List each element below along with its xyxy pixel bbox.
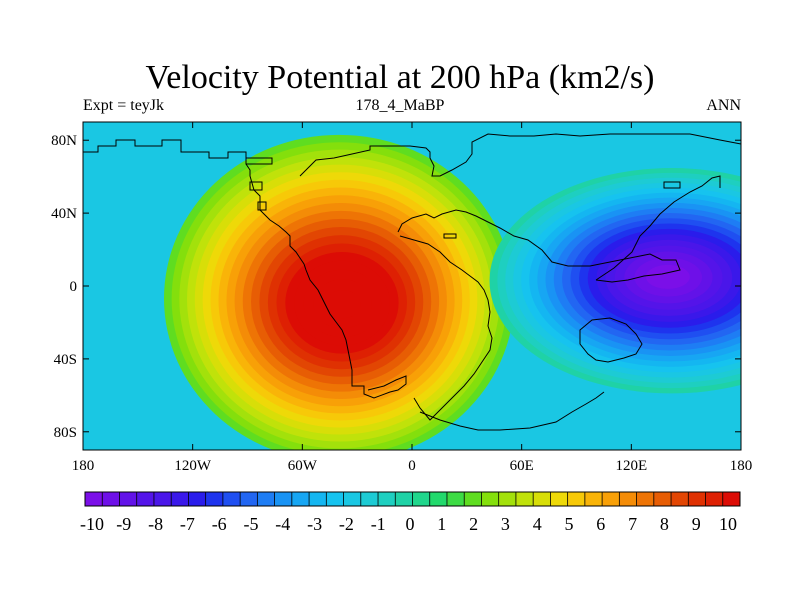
colorbar-label: 9 [692, 514, 701, 534]
x-tick-label: 180 [72, 458, 95, 474]
colorbar-swatch [446, 492, 465, 506]
colorbar-label: -7 [180, 514, 195, 534]
colorbar-label: -5 [244, 514, 259, 534]
colorbar-swatch [378, 492, 396, 506]
colorbar-swatch [602, 492, 620, 506]
colorbar-swatch [274, 492, 293, 506]
colorbar-swatch [205, 492, 224, 506]
coastline-africa [399, 235, 493, 421]
colorbar-swatch [464, 492, 482, 506]
period-label: 178_4_MaBP [355, 97, 445, 114]
season-label: ANN [706, 97, 741, 114]
colorbar-swatch [584, 492, 603, 506]
contour-band-negative [645, 264, 690, 289]
chart-title: Velocity Potential at 200 hPa (km2/s) [145, 59, 655, 96]
colorbar-label: 7 [628, 514, 637, 534]
y-tick-label: 40S [54, 352, 77, 368]
coastline-americas [83, 139, 407, 399]
colorbar-swatch [550, 492, 569, 506]
y-tick-label: 0 [70, 279, 78, 295]
colorbar-swatch [515, 492, 534, 506]
colorbar-swatch [429, 492, 448, 506]
colorbar-swatch [412, 492, 431, 506]
colorbar-swatch [705, 492, 724, 506]
colorbar-label: -2 [339, 514, 354, 534]
coastlines [83, 133, 741, 431]
colorbar-swatch [722, 492, 741, 506]
colorbar-label: 8 [660, 514, 669, 534]
colorbar-label: -3 [307, 514, 322, 534]
colorbar-label: -6 [212, 514, 227, 534]
colorbar-label: -8 [148, 514, 163, 534]
colorbar-swatch [291, 492, 310, 506]
colorbar-label: 1 [437, 514, 446, 534]
colorbar-swatch [102, 492, 120, 506]
axes: 180 120W 60W 0 60E 120E 180 80N 40N 0 40S 80S [51, 122, 752, 474]
y-tick-label: 40N [51, 206, 77, 222]
colorbar-swatch [653, 492, 672, 506]
colorbar-swatch [343, 492, 362, 506]
x-tick-label: 120W [174, 458, 212, 474]
experiment-label: Expt = teyJk [83, 97, 165, 114]
x-tick-label: 60W [288, 458, 318, 474]
colorbar-swatch [688, 492, 706, 506]
colorbar-label: -9 [116, 514, 131, 534]
colorbar-swatch [153, 492, 172, 506]
colorbar-label: 10 [719, 514, 737, 534]
colorbar-swatch [171, 492, 189, 506]
y-tick-label: 80N [51, 133, 77, 149]
coastline-east-asia [595, 175, 721, 281]
colorbar-swatch [257, 492, 276, 506]
colorbar-swatch [326, 492, 344, 506]
colorbar-swatch [85, 492, 103, 506]
colorbar-swatch [671, 492, 689, 506]
colorbar: -10 -9 -8 -7 -6 -5 -4 -3 -2 -1 0 1 2 3 4 5 6 7 8 9 10 [80, 491, 741, 534]
colorbar-swatch [240, 492, 258, 506]
coastline-mediterranean-asia [397, 209, 681, 283]
colorbar-swatch [619, 492, 637, 506]
colorbar-swatch [309, 492, 327, 506]
colorbar-swatch [481, 492, 500, 506]
colorbar-label: 2 [469, 514, 478, 534]
colorbar-label: 0 [406, 514, 415, 534]
colorbar-label: 6 [596, 514, 605, 534]
colorbar-label: -1 [371, 514, 386, 534]
colorbar-swatch [136, 492, 155, 506]
contour-band-positive [324, 290, 361, 319]
colorbar-swatch [498, 492, 517, 506]
coastline-greenland-europe-asia [299, 133, 741, 177]
colorbar-swatch [119, 492, 138, 506]
colorbar-swatch [188, 492, 207, 506]
colorbar-swatch [567, 492, 586, 506]
contour-field [164, 134, 741, 450]
colorbar-swatch [636, 492, 655, 506]
colorbar-label: -10 [80, 514, 104, 534]
x-tick-label: 180 [730, 458, 753, 474]
colorbar-frame [84, 491, 741, 507]
colorbar-swatch [395, 492, 413, 506]
colorbar-swatch [222, 492, 241, 506]
colorbar-label: 5 [565, 514, 574, 534]
x-tick-label: 120E [615, 458, 647, 474]
coastline-australia-antarctica [419, 317, 643, 431]
x-tick-label: 60E [510, 458, 534, 474]
colorbar-label: 3 [501, 514, 510, 534]
colorbar-label: 4 [533, 514, 542, 534]
y-tick-label: 80S [54, 425, 77, 441]
colorbar-swatch [533, 492, 551, 506]
colorbar-label: -4 [275, 514, 290, 534]
colorbar-swatch [360, 492, 379, 506]
x-tick-label: 0 [408, 458, 416, 474]
coastline-arctic-islands [245, 157, 681, 239]
